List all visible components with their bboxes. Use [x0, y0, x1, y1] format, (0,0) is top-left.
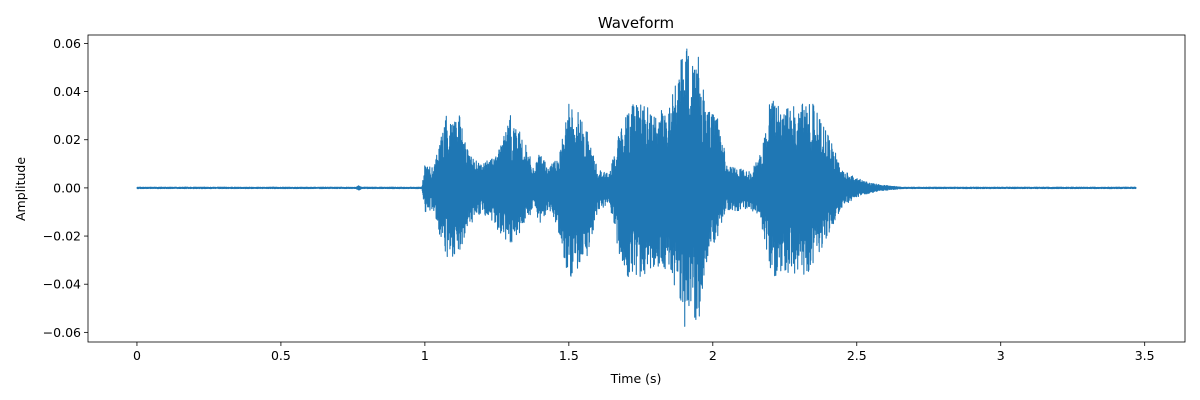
x-tick-label: 1: [421, 348, 429, 363]
y-tick-label: 0.00: [53, 180, 81, 195]
y-tick-label: −0.04: [43, 277, 81, 292]
plot-frame: [87, 34, 1186, 343]
y-axis-label: Amplitude: [13, 157, 28, 221]
x-tick-label: 3: [997, 348, 1005, 363]
x-tick-label: 3.5: [1135, 348, 1155, 363]
y-tick-label: −0.06: [43, 325, 81, 340]
waveform-line: [136, 48, 1137, 327]
x-tick-label: 0: [133, 348, 141, 363]
x-axis-label: Time (s): [610, 371, 662, 386]
x-tick-label: 2: [709, 348, 717, 363]
x-axis: 0 0.5 1 1.5 2 2.5 3 3.5: [133, 342, 1155, 363]
y-tick-label: 0.04: [53, 84, 81, 99]
y-tick-label: 0.06: [53, 36, 81, 51]
y-axis: −0.06 −0.04 −0.02 0.00 0.02 0.04 0.06: [43, 36, 88, 340]
chart-title: Waveform: [598, 14, 674, 32]
waveform-layer: [136, 48, 1137, 327]
y-tick-label: 0.02: [53, 132, 81, 147]
x-tick-label: 2.5: [847, 348, 867, 363]
x-tick-label: 1.5: [559, 348, 579, 363]
x-tick-label: 0.5: [271, 348, 291, 363]
y-tick-label: −0.02: [43, 229, 81, 244]
